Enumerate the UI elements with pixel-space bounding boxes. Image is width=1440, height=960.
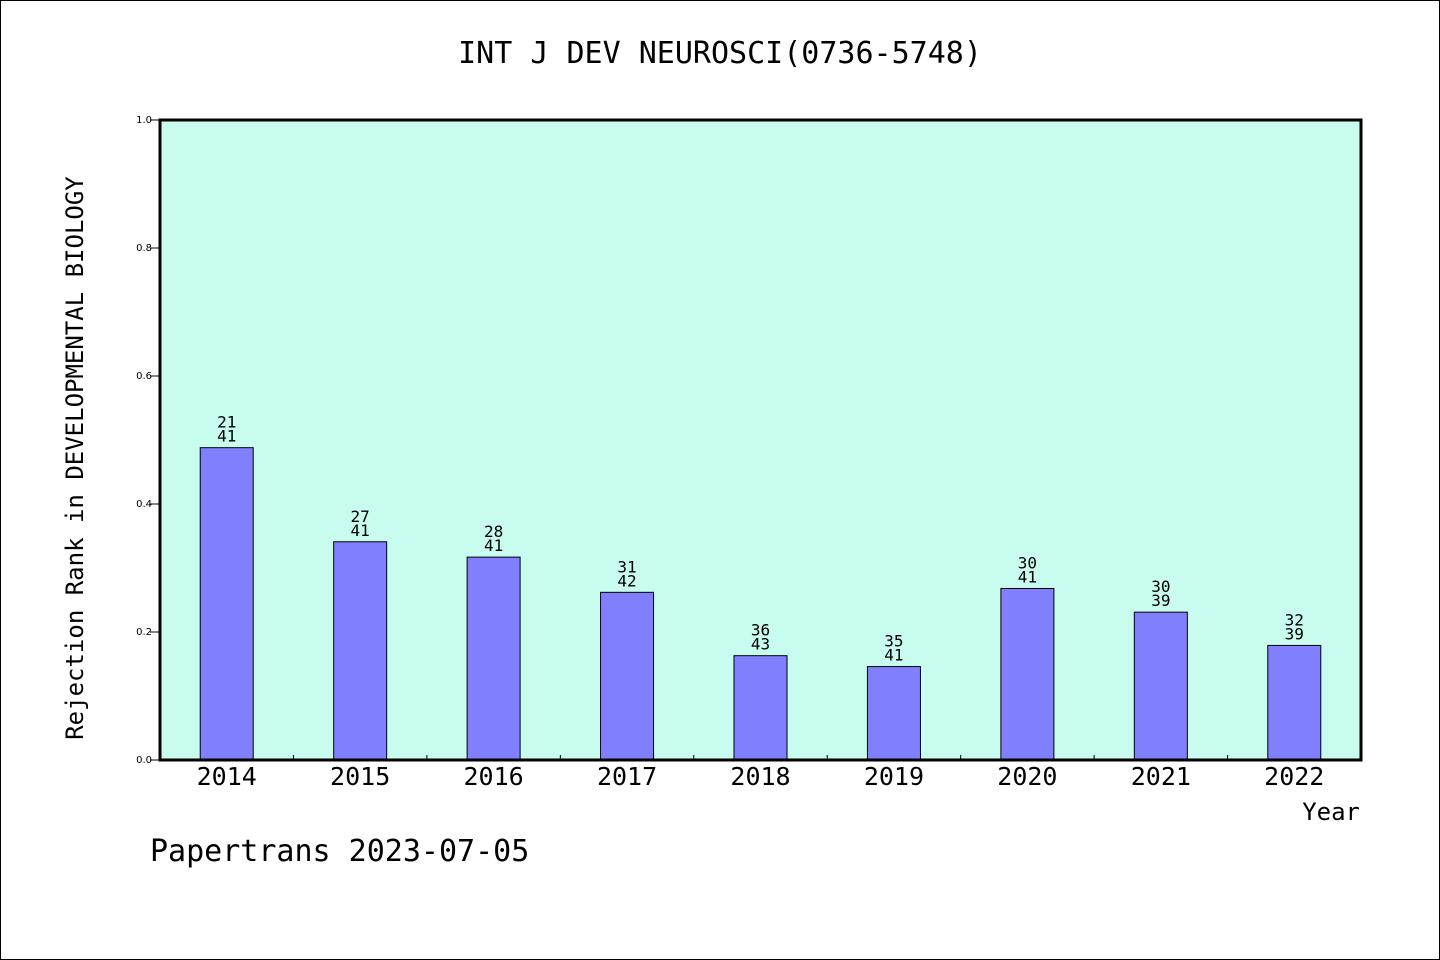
bar-rank-label: 30	[1151, 577, 1170, 596]
bar-total-label: 39	[1285, 624, 1304, 643]
y-tick-label: 0.0	[136, 755, 152, 766]
bar-total-label: 43	[751, 635, 770, 654]
x-tick-label: 2016	[464, 762, 524, 791]
bar-total-label: 41	[484, 536, 503, 555]
y-tick-label: 0.4	[136, 499, 152, 510]
chart-title: INT J DEV NEUROSCI(0736-5748)	[458, 36, 982, 71]
bar-rank-label: 27	[351, 507, 370, 526]
bar-rank-label: 21	[217, 413, 236, 432]
bar-total-label: 39	[1151, 591, 1170, 610]
bar-2014	[199, 447, 254, 761]
x-tick-label: 2017	[597, 762, 657, 791]
y-axis-title: Rejection Rank in DEVELOPMENTAL BIOLOGY	[61, 176, 89, 740]
bar-total-label: 41	[217, 427, 236, 446]
y-tick-label: 1.0	[136, 115, 152, 126]
bar-total-label: 42	[617, 571, 636, 590]
y-tick-label: 0.6	[136, 371, 152, 382]
x-tick-label: 2022	[1264, 762, 1324, 791]
bar-2022	[1267, 644, 1322, 761]
bar-2020	[1000, 587, 1055, 761]
bar-rank-label: 32	[1285, 610, 1304, 629]
x-tick-label: 2018	[730, 762, 790, 791]
bar-total-label: 41	[351, 521, 370, 540]
x-tick-label: 2014	[197, 762, 257, 791]
bar-2019	[866, 666, 921, 761]
bar-rank-label: 36	[751, 621, 770, 640]
bar-2015	[333, 541, 388, 761]
bar-total-label: 41	[884, 646, 903, 665]
bar-2016	[466, 556, 521, 761]
x-axis-title: Year	[1302, 798, 1360, 826]
y-tick-label: 0.8	[136, 243, 152, 254]
bar-2021	[1133, 611, 1188, 761]
footer-note: Papertrans 2023-07-05	[150, 834, 530, 869]
bar-rank-label: 28	[484, 522, 503, 541]
bar-rank-label: 30	[1018, 553, 1037, 572]
x-tick-label: 2020	[997, 762, 1057, 791]
bar-2018	[733, 655, 788, 761]
bar-rank-label: 35	[884, 632, 903, 651]
x-tick-label: 2015	[330, 762, 390, 791]
bar-2017	[600, 591, 655, 761]
plot-border	[158, 118, 1363, 762]
bar-rank-label: 31	[617, 557, 636, 576]
bar-total-label: 41	[1018, 567, 1037, 586]
y-tick-label: 0.2	[136, 627, 152, 638]
x-tick-label: 2019	[864, 762, 924, 791]
x-tick-label: 2021	[1131, 762, 1191, 791]
